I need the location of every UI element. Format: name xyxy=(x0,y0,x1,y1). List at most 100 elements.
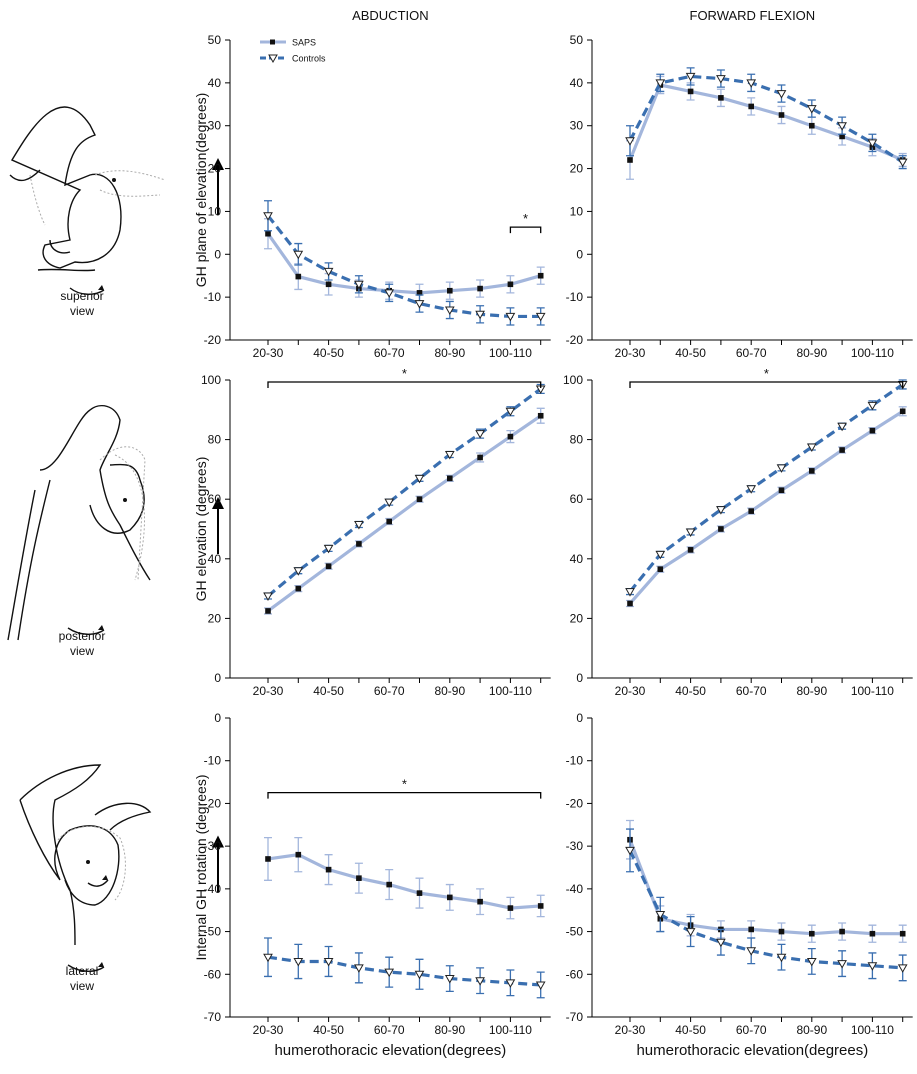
y-tick-label: 80 xyxy=(208,433,222,447)
y-tick-label: 50 xyxy=(208,33,222,47)
marker xyxy=(655,550,666,560)
y-axis-label: Internal GH rotation (degrees) xyxy=(193,775,209,961)
marker xyxy=(537,903,544,909)
marker xyxy=(323,267,334,277)
x-tick-label: 100-110 xyxy=(851,346,894,360)
marker xyxy=(354,280,364,290)
arrow-head xyxy=(212,497,224,509)
y-tick-label: -10 xyxy=(566,290,584,304)
y-tick-label: 0 xyxy=(576,671,583,685)
marker xyxy=(356,541,362,547)
x-tick-label: 20-30 xyxy=(615,346,646,360)
y-axis-label: GH elevation (degrees) xyxy=(193,457,209,602)
marker xyxy=(325,563,332,570)
marker xyxy=(507,905,514,911)
x-tick-label: 20-30 xyxy=(253,346,284,360)
marker xyxy=(776,464,787,473)
marker xyxy=(627,157,633,163)
y-tick-label: 60 xyxy=(570,492,584,506)
x-tick-label: 20-30 xyxy=(615,1023,646,1037)
marker xyxy=(837,122,847,131)
x-tick-label: 20-30 xyxy=(253,1023,284,1037)
marker xyxy=(687,88,694,95)
y-tick-label: 50 xyxy=(570,33,584,47)
marker xyxy=(475,430,485,439)
y-tick-label: -60 xyxy=(204,967,222,981)
marker xyxy=(384,498,395,508)
marker xyxy=(447,894,453,901)
marker xyxy=(325,866,332,873)
marker xyxy=(776,953,787,963)
marker xyxy=(507,433,514,440)
x-tick-label: 20-30 xyxy=(253,684,284,698)
marker xyxy=(444,451,455,460)
x-tick-label: 100-110 xyxy=(489,684,532,698)
y-tick-label: 80 xyxy=(570,433,584,447)
marker xyxy=(356,875,362,881)
y-tick-label: -70 xyxy=(566,1010,584,1024)
panel: 0 20 40 60 80 100 20-30 40-50 60-70 80-90 100-110 * xyxy=(563,366,913,698)
view-label: view xyxy=(70,304,94,318)
panel: humerothoracic elevation(degrees) -70 -60 -… xyxy=(566,711,913,1059)
marker xyxy=(687,547,694,553)
y-tick-label: -30 xyxy=(566,839,584,853)
view-label: view xyxy=(70,979,94,993)
view-label: view xyxy=(70,644,94,658)
marker xyxy=(899,930,906,937)
marker xyxy=(897,158,908,168)
x-tick-label: 60-70 xyxy=(736,346,767,360)
view-label: posterior xyxy=(59,629,106,643)
marker xyxy=(505,979,516,988)
marker xyxy=(746,485,757,494)
view-label: lateral xyxy=(66,964,99,978)
marker xyxy=(625,137,635,146)
marker xyxy=(323,544,334,554)
marker xyxy=(265,608,271,614)
series-line xyxy=(266,214,541,319)
marker xyxy=(325,281,332,288)
x-tick-label: 100-110 xyxy=(489,346,532,360)
x-tick-label: 60-70 xyxy=(374,684,405,698)
marker xyxy=(477,285,483,292)
x-tick-label: 40-50 xyxy=(675,346,706,360)
marker xyxy=(323,957,334,967)
y-tick-label: 30 xyxy=(570,119,584,133)
y-axis-label: GH plane of elevation(degrees) xyxy=(193,93,209,288)
marker xyxy=(778,112,785,118)
marker xyxy=(295,851,302,858)
y-tick-label: -60 xyxy=(566,967,584,981)
marker xyxy=(263,953,273,963)
y-tick-label: -30 xyxy=(204,839,222,853)
y-tick-label: -40 xyxy=(566,882,584,896)
marker xyxy=(414,474,425,484)
marker xyxy=(477,454,483,461)
marker xyxy=(718,95,724,101)
marker xyxy=(416,890,423,896)
x-axis-label: humerothoracic elevation(degrees) xyxy=(274,1042,506,1059)
panel: ABDUCTION GH plane of elevation(degrees) -… xyxy=(193,8,551,360)
marker xyxy=(837,960,847,969)
marker xyxy=(837,422,847,432)
marker xyxy=(477,898,483,905)
marker xyxy=(776,90,787,99)
x-tick-label: 100-110 xyxy=(851,1023,894,1037)
y-tick-label: -10 xyxy=(204,290,222,304)
significance-bracket xyxy=(267,791,542,799)
marker xyxy=(627,600,633,607)
y-tick-label: 60 xyxy=(208,492,222,506)
y-tick-label: 0 xyxy=(214,247,221,261)
y-tick-label: 20 xyxy=(570,162,584,176)
marker xyxy=(537,272,544,279)
marker xyxy=(263,592,273,602)
marker xyxy=(806,957,817,967)
marker xyxy=(475,310,485,320)
panel: FORWARD FLEXION -20 -10 0 10 20 30 40 50 20-30 40-… xyxy=(566,8,913,360)
x-tick-label: 20-30 xyxy=(615,684,646,698)
marker xyxy=(386,518,392,525)
y-tick-label: 20 xyxy=(208,611,222,625)
marker xyxy=(897,964,908,973)
y-tick-label: -50 xyxy=(566,925,584,939)
marker xyxy=(295,585,302,592)
marker xyxy=(447,475,453,482)
marker xyxy=(867,401,878,411)
